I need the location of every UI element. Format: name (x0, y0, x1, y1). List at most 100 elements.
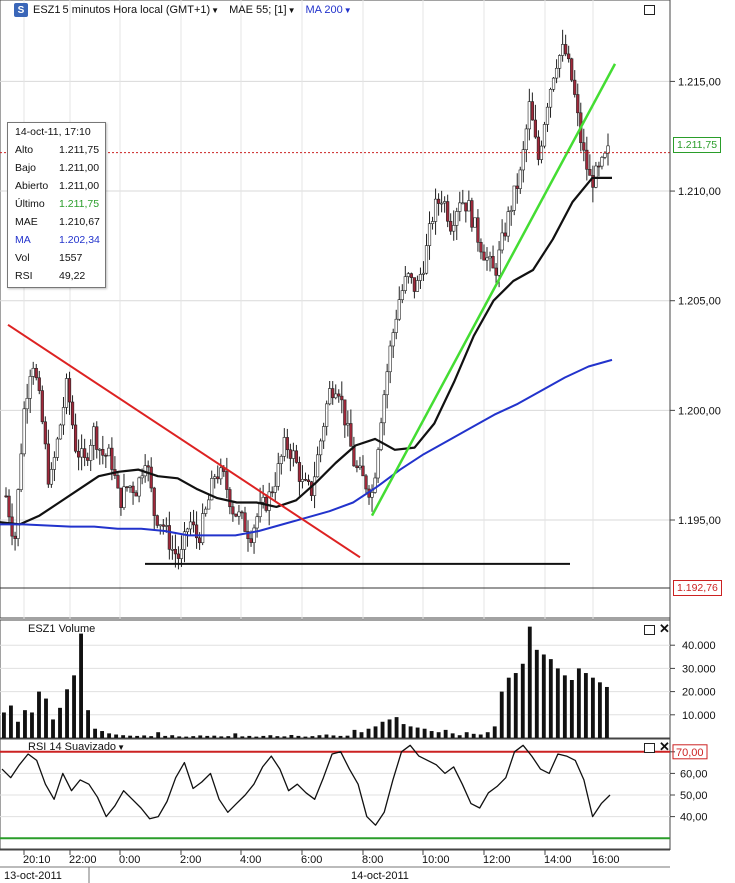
candle (80, 434, 84, 471)
candle (427, 211, 432, 260)
time-tick-label: 10:00 (422, 854, 450, 866)
candle (279, 454, 283, 475)
candle (573, 70, 577, 98)
maximize-volume-panel-button[interactable] (644, 625, 655, 635)
candle (542, 121, 547, 149)
maximize-rsi-panel-button[interactable] (644, 743, 655, 753)
volume-bar (282, 736, 287, 738)
candle (152, 486, 156, 530)
candle (424, 233, 429, 275)
volume-bar (23, 710, 27, 738)
candle (391, 328, 395, 358)
timeframe-dropdown[interactable]: 5 minutos Hora local (GMT+1)▼ (63, 4, 220, 16)
candle (49, 462, 53, 488)
candle (588, 154, 592, 176)
candle (524, 124, 528, 163)
info-row: MAE 1.210,67 (8, 213, 105, 231)
volume-bar (114, 734, 119, 738)
chevron-down-icon: ▼ (287, 6, 296, 15)
candle (188, 511, 193, 535)
volume-bar (387, 719, 392, 738)
candle (473, 217, 477, 228)
candle (243, 506, 247, 532)
candle (77, 439, 81, 471)
candle (276, 452, 280, 491)
volume-bar (401, 724, 406, 738)
volume-bar (44, 698, 48, 738)
indicator-mae-dropdown[interactable]: MAE 55; [1]▼ (229, 4, 295, 16)
volume-bar (583, 673, 588, 738)
candle (95, 421, 99, 459)
info-row-key: Alto (15, 144, 34, 156)
indicator-ma-dropdown[interactable]: MA 200▼ (305, 4, 351, 16)
candle (16, 488, 20, 547)
candle (164, 517, 168, 533)
volume-bar (100, 731, 105, 738)
info-row: Último 1.211,75 (8, 195, 105, 213)
candle (331, 381, 335, 405)
maximize-price-panel-button[interactable] (644, 5, 655, 15)
symbol-label[interactable]: ESZ1 (33, 4, 61, 16)
candle (491, 245, 495, 269)
candle (28, 369, 32, 414)
volume-bar (177, 736, 182, 738)
volume-bar (128, 735, 133, 738)
candle (470, 197, 474, 232)
volume-bar (576, 668, 581, 738)
candle (122, 473, 126, 510)
volume-bar (240, 736, 245, 738)
candle (40, 385, 44, 425)
candle (288, 443, 292, 472)
candle (406, 272, 410, 284)
volume-bar (324, 734, 329, 738)
volume-bar (247, 735, 252, 738)
candle (255, 513, 259, 538)
volume-bar (429, 731, 434, 738)
candle (337, 389, 341, 403)
price-panel (0, 0, 671, 619)
candle (388, 340, 392, 384)
candle (155, 514, 159, 529)
candle (58, 423, 63, 440)
candle (61, 397, 66, 435)
candle (570, 57, 574, 83)
app-logo-icon: S (14, 3, 28, 17)
candle (182, 522, 187, 563)
rsi-panel-title[interactable]: RSI 14 Suavizado▼ (28, 741, 125, 753)
volume-bar (513, 673, 518, 738)
candle (561, 29, 565, 62)
ma-200-line (0, 358, 613, 537)
info-row-key: RSI (15, 270, 33, 282)
volume-bar (562, 675, 567, 738)
close-volume-panel-icon[interactable]: ✕ (659, 621, 670, 636)
candle (291, 442, 295, 467)
time-tick-label: 0:00 (119, 854, 140, 866)
candle (306, 474, 311, 486)
candle (46, 429, 50, 488)
candle (173, 534, 178, 568)
candle (52, 451, 57, 482)
volume-bar (16, 721, 20, 738)
candle (234, 513, 238, 518)
volume-bar (373, 726, 378, 738)
volume-bar (541, 654, 546, 738)
volume-bar (93, 728, 98, 738)
candle (158, 524, 162, 535)
volume-bar (548, 659, 553, 738)
price-tick-label: 1.215,00 (678, 76, 721, 88)
rsi-tick-label: 40,00 (680, 812, 708, 824)
candle (443, 196, 447, 213)
info-row-value: 1557 (59, 252, 83, 264)
candle (409, 272, 413, 284)
close-rsi-panel-icon[interactable]: ✕ (659, 739, 670, 754)
candle (201, 503, 205, 546)
candle (403, 265, 407, 294)
candle (421, 261, 426, 281)
candle (515, 173, 519, 204)
candle (564, 34, 568, 57)
date-label: 14-oct-2011 (351, 870, 409, 882)
candle (530, 92, 534, 121)
rsi-line (1, 744, 611, 826)
candle (343, 399, 347, 438)
